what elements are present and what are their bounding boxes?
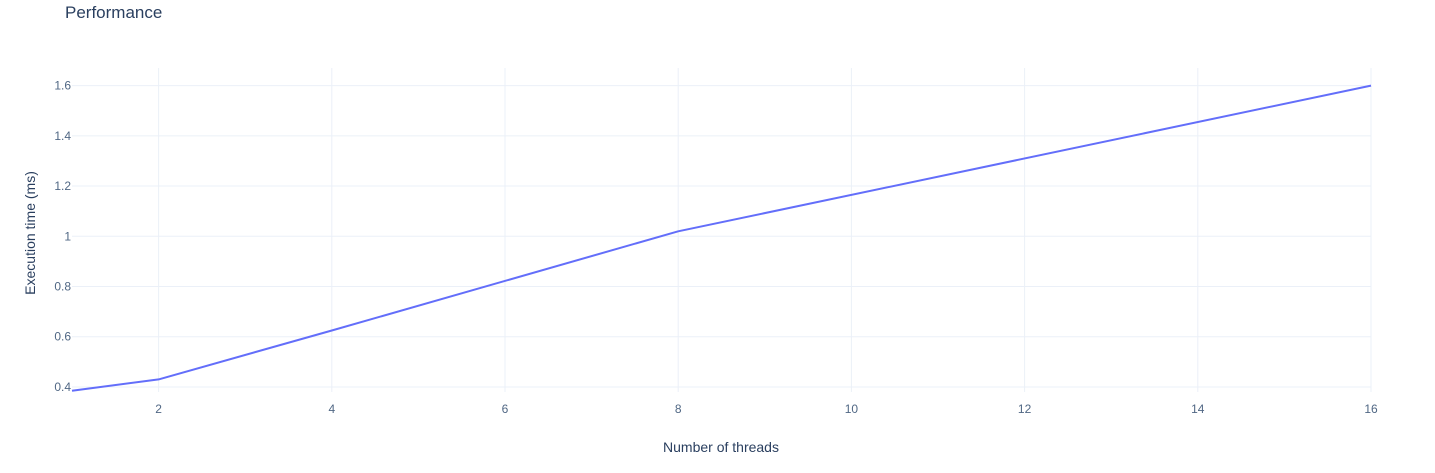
y-tick-label: 1.4 bbox=[54, 129, 71, 143]
series-line bbox=[71, 84, 1372, 392]
x-tick-label: 8 bbox=[675, 402, 682, 416]
y-tick-label: 1 bbox=[64, 229, 71, 243]
x-axis-title: Number of threads bbox=[663, 439, 779, 455]
series-layer bbox=[71, 84, 1372, 392]
chart-title: Performance bbox=[65, 3, 163, 22]
x-tick-label: 2 bbox=[155, 402, 162, 416]
y-tick-label: 1.2 bbox=[54, 179, 71, 193]
y-axis-title: Execution time (ms) bbox=[22, 171, 38, 295]
x-tick-label: 4 bbox=[328, 402, 335, 416]
y-tick-label: 0.8 bbox=[54, 280, 71, 294]
x-tick-label: 6 bbox=[502, 402, 509, 416]
grid-layer bbox=[72, 68, 1372, 392]
x-tick-label: 14 bbox=[1191, 402, 1205, 416]
x-tick-label: 10 bbox=[845, 402, 859, 416]
x-tick-label: 16 bbox=[1364, 402, 1378, 416]
y-tick-label: 0.6 bbox=[54, 330, 71, 344]
y-tick-label: 1.6 bbox=[54, 79, 71, 93]
x-tick-label: 12 bbox=[1018, 402, 1032, 416]
y-tick-label: 0.4 bbox=[54, 380, 71, 394]
tick-labels: 2 4 6 8 10 12 14 16 0.4 0.6 0.8 1 1.2 1.4 1.6 bbox=[54, 79, 1378, 416]
